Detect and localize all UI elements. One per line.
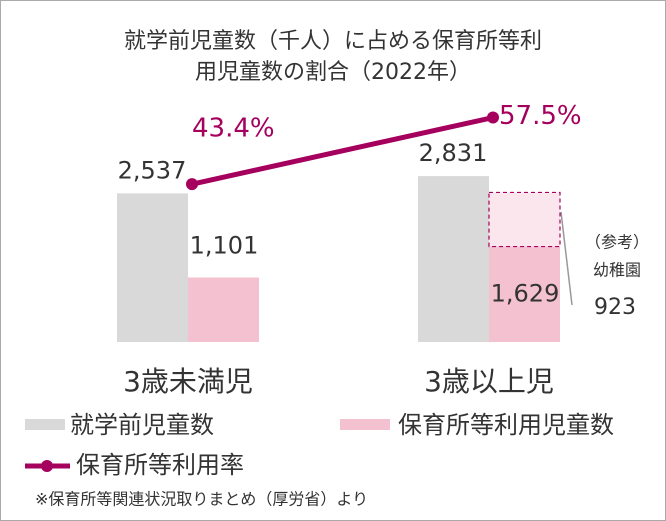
line-point [186,178,198,191]
value-label: 2,537 [118,156,187,184]
bar [418,176,489,342]
bar [489,246,560,342]
reference-label: 幼稚園 [593,261,641,280]
value-label: 1,629 [491,280,560,308]
legend-label: 保育所等利用児童数 [398,411,614,439]
x-tick-label: 3歳未満児 [123,365,253,398]
legend-swatch [25,419,65,430]
line-point [487,111,499,124]
value-label: 1,101 [190,231,259,259]
line [191,115,494,187]
value-label: 57.5% [499,101,582,131]
bar [117,193,188,342]
legend-swatch [340,419,390,430]
chart-title: 就学前児童数（千人）に占める保育所等利 [124,29,542,54]
legend-label: 就学前児童数 [70,411,214,439]
value-label: 43.4% [192,114,275,144]
bar [188,277,259,342]
leader-line [560,211,573,306]
reference-box [488,191,561,248]
footnote: ※保育所等関連状況取りまとめ（厚労省）より [35,490,368,509]
reference-value: 923 [594,295,636,320]
reference-label: （参考） [585,233,649,252]
legend-swatch [41,460,53,472]
legend-label: 保育所等利用率 [76,451,244,479]
x-tick-label: 3歳以上児 [424,365,554,398]
value-label: 2,831 [419,139,488,167]
chart-title: 用児童数の割合（2022年） [195,60,471,85]
